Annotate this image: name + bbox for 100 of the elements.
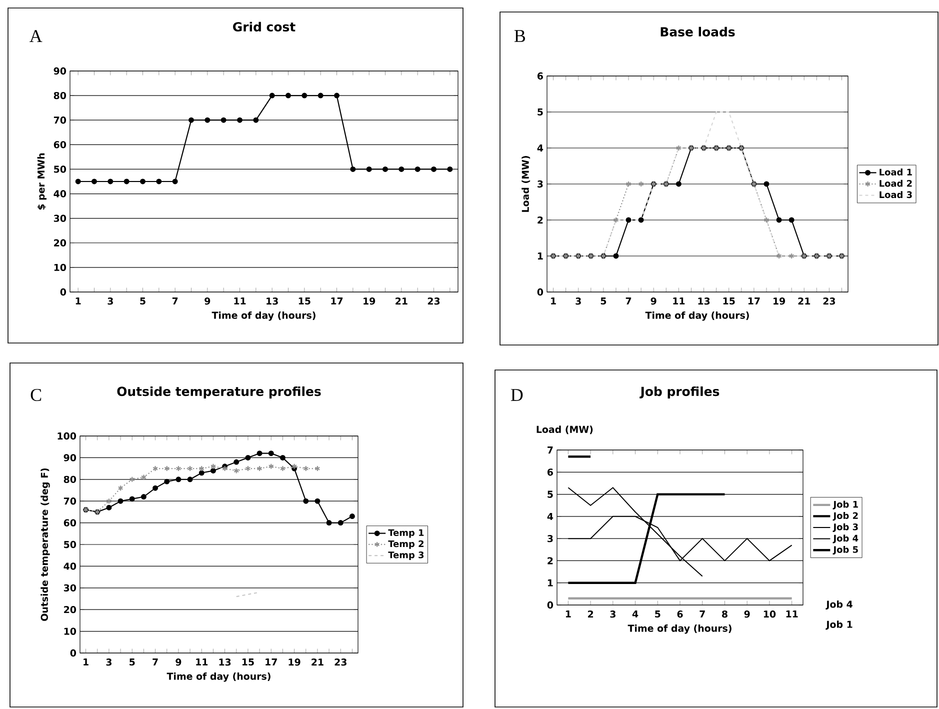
- x-tick-label: 21: [798, 298, 810, 305]
- text: C: [30, 388, 42, 402]
- y-axis-title: Load (MW): [522, 156, 530, 212]
- legend-label: Job 2: [832, 512, 858, 521]
- y-tick-label: 30: [64, 584, 76, 592]
- y-tick-label: 1: [538, 252, 543, 260]
- text: A: [30, 30, 42, 42]
- y-tick-label: 50: [64, 540, 76, 548]
- legend-label: Temp 3: [388, 552, 424, 560]
- y-axis-title: Outside temperature (deg F): [40, 468, 50, 621]
- x-tick-label: 9: [744, 610, 750, 618]
- x-tick-label: 1: [84, 658, 88, 666]
- y-tick-label: 4: [537, 144, 544, 152]
- x-tick-label: 13: [219, 658, 231, 666]
- y-tick-label: 80: [54, 92, 66, 100]
- x-tick-label: 5: [140, 298, 146, 305]
- y-tick-label: 60: [54, 141, 66, 148]
- x-tick-label: 7: [152, 658, 158, 666]
- x-tick-label: 23: [334, 658, 346, 666]
- y-tick-label: 90: [64, 454, 76, 462]
- x-tick-label: 1: [566, 610, 571, 618]
- x-tick-label: 8: [722, 610, 728, 618]
- legend-label: Temp 2: [388, 540, 424, 549]
- y-tick-label: 5: [538, 108, 543, 116]
- x-tick-label: 1: [76, 298, 81, 304]
- x-tick-label: 9: [204, 298, 210, 305]
- x-tick-label: 5: [600, 298, 606, 305]
- x-tick-label: 19: [288, 658, 300, 666]
- x-tick-label: 3: [106, 658, 112, 666]
- x-tick-label: 13: [698, 298, 710, 305]
- legend-label: Temp 1: [388, 529, 424, 538]
- legend-label: Load 3: [880, 191, 912, 198]
- y-tick-label: 3: [538, 180, 543, 188]
- text: Job 1: [826, 620, 852, 630]
- legend-label: Load 2: [880, 180, 912, 187]
- y-tick-label: 4: [547, 512, 554, 520]
- chart-title: Outside temperature profiles: [117, 386, 321, 399]
- x-axis-title: Time of day (hours): [166, 672, 270, 682]
- y-tick-label: 10: [64, 628, 76, 635]
- y-tick-label: 6: [537, 72, 543, 80]
- y-tick-label: 20: [54, 239, 66, 246]
- y-tick-label: 30: [54, 214, 66, 222]
- y-tick-label: 6: [547, 468, 553, 476]
- y-tick-label: 0: [547, 601, 554, 609]
- y-tick-label: 20: [64, 606, 76, 614]
- y-tick-label: 0: [60, 288, 66, 296]
- text: D: [510, 389, 523, 401]
- legend-label: Job 1: [832, 500, 858, 510]
- x-tick-label: 11: [234, 298, 246, 304]
- x-tick-label: 4: [632, 610, 638, 618]
- y-tick-label: 5: [548, 490, 553, 498]
- x-tick-label: 7: [172, 298, 178, 304]
- x-tick-label: 10: [764, 610, 776, 618]
- chart-title: Grid cost: [233, 22, 296, 32]
- y-tick-label: 50: [54, 166, 66, 173]
- chart-title: Base loads: [660, 26, 735, 36]
- y-tick-label: 60: [64, 519, 76, 526]
- legend-label: Load 1: [880, 168, 912, 176]
- x-tick-label: 19: [774, 298, 786, 305]
- x-tick-label: 15: [298, 298, 310, 305]
- y-tick-label: 100: [58, 432, 76, 440]
- x-tick-label: 19: [364, 298, 376, 305]
- x-tick-label: 11: [786, 610, 798, 618]
- y-tick-label: 10: [54, 264, 66, 272]
- y-tick-label: 1: [548, 579, 553, 586]
- x-axis-title: Time of day (hours): [212, 312, 316, 321]
- x-axis-title: Time of day (hours): [645, 312, 749, 321]
- text: Job 4: [826, 600, 852, 610]
- x-tick-label: 3: [108, 298, 113, 305]
- x-tick-label: 21: [396, 298, 408, 305]
- x-tick-label: 15: [242, 658, 254, 666]
- y-tick-label: 0: [537, 288, 544, 296]
- x-tick-label: 2: [588, 610, 594, 618]
- chart-title: Job profiles: [640, 386, 720, 399]
- y-tick-label: 70: [64, 498, 76, 505]
- x-tick-label: 3: [576, 298, 581, 305]
- y-tick-label: 90: [54, 67, 66, 75]
- x-tick-label: 23: [428, 298, 440, 305]
- y-tick-label: 3: [548, 534, 553, 542]
- x-tick-label: 17: [331, 298, 343, 304]
- text: B: [514, 30, 526, 42]
- x-tick-label: 17: [266, 658, 277, 666]
- x-tick-label: 17: [748, 298, 760, 304]
- x-tick-label: 23: [823, 298, 836, 305]
- y-tick-label: 7: [548, 446, 553, 454]
- y-tick-label: 2: [538, 216, 543, 224]
- x-tick-label: 13: [266, 298, 278, 305]
- y-tick-label: 40: [54, 190, 66, 198]
- legend-label: Job 5: [832, 546, 858, 555]
- x-tick-label: 21: [312, 658, 324, 666]
- y-axis-title: $ per MWh: [37, 153, 46, 210]
- legend-label: Job 4: [832, 534, 858, 544]
- x-tick-label: 3: [610, 610, 616, 618]
- x-tick-label: 9: [176, 658, 182, 666]
- x-tick-label: 7: [700, 610, 705, 618]
- legend-label: Job 3: [832, 523, 858, 532]
- y-tick-label: 80: [64, 476, 76, 483]
- y-axis-title: Load (MW): [536, 426, 593, 434]
- y-tick-label: 2: [548, 557, 553, 564]
- x-tick-label: 7: [626, 298, 632, 304]
